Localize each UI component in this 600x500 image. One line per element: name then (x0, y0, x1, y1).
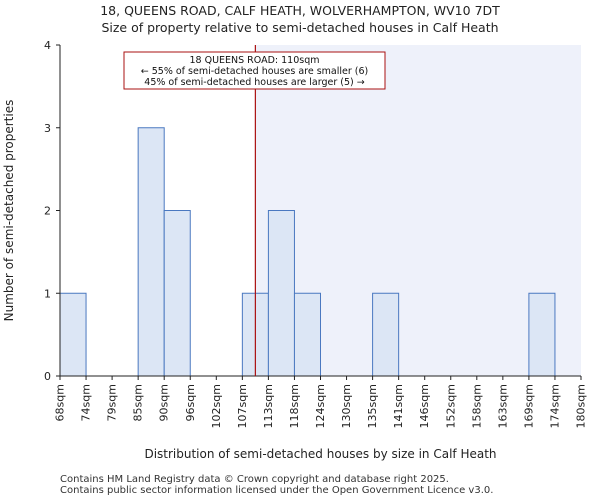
footer-copyright: Contains HM Land Registry data © Crown c… (60, 474, 449, 485)
chart-title: 18, QUEENS ROAD, CALF HEATH, WOLVERHAMPT… (100, 3, 500, 18)
footer-licence: Contains public sector information licen… (60, 485, 494, 496)
x-tick-label: 107sqm (236, 384, 249, 428)
x-tick-label: 113sqm (262, 384, 275, 428)
x-axis-label: Distribution of semi-detached houses by … (144, 447, 496, 461)
histogram-bar (137, 127, 165, 377)
x-tick-label: 96sqm (184, 384, 197, 421)
x-tick-label: 124sqm (314, 384, 327, 428)
annotation-box (123, 51, 386, 90)
y-axis-label: Number of semi-detached properties (2, 100, 16, 322)
x-tick-label: 152sqm (444, 384, 457, 428)
x-tick-label: 118sqm (288, 384, 301, 428)
x-tick-label: 68sqm (54, 384, 67, 421)
x-tick-label: 158sqm (470, 384, 483, 428)
x-tick-label: 130sqm (340, 384, 353, 428)
y-tick-label: 0 (44, 370, 51, 383)
x-tick-label: 180sqm (575, 384, 588, 428)
annotation-line: ← 55% of semi-detached houses are smalle… (141, 66, 369, 77)
y-tick-label: 4 (44, 39, 51, 52)
histogram-bar (267, 210, 295, 377)
x-tick-label: 90sqm (158, 384, 171, 421)
x-tick-label: 141sqm (392, 384, 405, 428)
x-tick-label: 135sqm (366, 384, 379, 428)
annotation-line: 18 QUEENS ROAD: 110sqm (189, 55, 319, 66)
y-tick-label: 2 (44, 205, 51, 218)
x-tick-label: 74sqm (80, 384, 93, 421)
histogram-bar (372, 292, 400, 377)
chart-subtitle: Size of property relative to semi-detach… (101, 20, 499, 35)
histogram-bar (163, 210, 191, 377)
x-tick-label: 146sqm (418, 384, 431, 428)
histogram-bar (293, 292, 322, 377)
x-tick-label: 169sqm (522, 384, 535, 428)
x-tick-label: 102sqm (210, 384, 223, 428)
x-tick-label: 79sqm (106, 384, 119, 421)
x-tick-label: 85sqm (132, 384, 145, 421)
y-tick-label: 1 (44, 287, 51, 300)
annotation-line: 45% of semi-detached houses are larger (… (144, 77, 364, 88)
x-tick-label: 174sqm (548, 384, 561, 428)
histogram-bar (528, 292, 556, 377)
y-tick-label: 3 (44, 122, 51, 135)
x-tick-label: 163sqm (496, 384, 509, 428)
histogram-bar (59, 292, 87, 377)
